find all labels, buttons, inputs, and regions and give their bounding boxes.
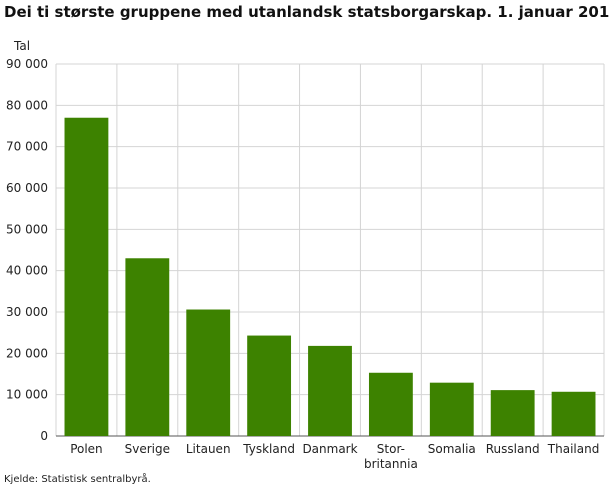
bar [64,117,109,436]
y-tick-label: 20 000 [6,346,48,360]
y-tick-label: 70 000 [6,140,48,154]
y-tick-label: 60 000 [6,181,48,195]
x-category-label: Danmark [302,442,357,456]
y-tick-label: 0 [40,429,48,443]
bar [308,345,352,436]
y-tick-label: 30 000 [6,305,48,319]
grid [55,63,605,437]
x-category-label: Litauen [186,442,231,456]
x-category-label: Tyskland [242,442,295,456]
bars [64,117,596,436]
bar [186,309,231,436]
x-category-label: Thailand [547,442,600,456]
y-tick-label: 90 000 [6,57,48,71]
bar [247,335,292,436]
bar [490,390,535,436]
y-tick-label: 50 000 [6,222,48,236]
x-category-label: Stor-britannia [364,442,418,471]
y-axis-ticks: 0 10 000 20 000 30 000 40 000 50 000 60 000 70 … [6,57,48,443]
bar [429,382,474,436]
y-tick-label: 80 000 [6,98,48,112]
chart-title: Dei ti største gruppene med utanlandsk s… [4,3,610,21]
bar [551,391,596,436]
x-category-label: Polen [70,442,102,456]
x-category-label: Somalia [428,442,476,456]
x-category-label: Sverige [125,442,170,456]
y-tick-label: 10 000 [6,388,48,402]
y-axis-unit-label: Tal [13,39,30,53]
source-note: Kjelde: Statistisk sentralbyrå. [4,472,151,485]
x-axis-categories: Polen Sverige Litauen Tyskland Danmark Stor-b… [70,442,599,471]
x-category-label: Russland [486,442,540,456]
bar [368,372,413,436]
bar [125,258,170,436]
y-tick-label: 40 000 [6,264,48,278]
